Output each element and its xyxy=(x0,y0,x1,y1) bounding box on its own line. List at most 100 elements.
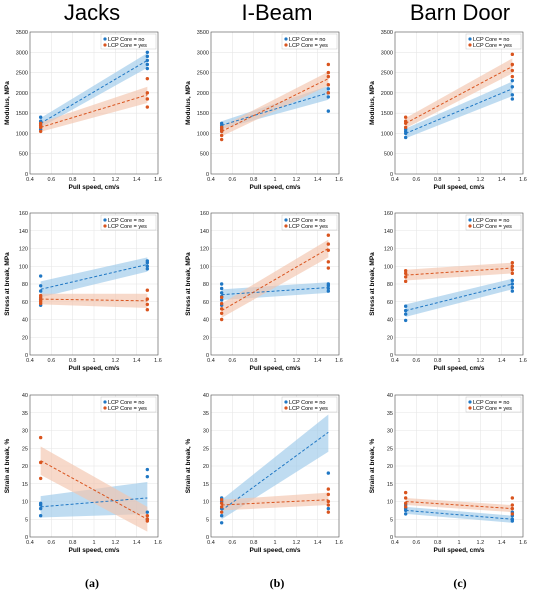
x-tick-label: 1.2 xyxy=(112,540,120,546)
data-point-no xyxy=(510,289,515,293)
data-point-yes xyxy=(510,271,515,276)
data-point-yes xyxy=(326,70,331,75)
legend-entry-no: LCP Core = no xyxy=(108,218,144,224)
x-axis-label: Pull speed, cm/s xyxy=(69,365,120,372)
data-point-no xyxy=(403,308,408,313)
fit-line-no xyxy=(405,283,513,312)
data-point-yes xyxy=(326,91,331,95)
y-tick-label: 20 xyxy=(22,335,28,341)
y-tick-label: 0 xyxy=(206,172,209,178)
data-point-yes xyxy=(510,68,515,73)
fit-line-no xyxy=(40,59,148,124)
legend-marker-no xyxy=(468,400,472,404)
legend-box xyxy=(100,396,157,413)
legend-entry-no: LCP Core = no xyxy=(108,400,144,406)
data-point-no xyxy=(38,284,43,288)
jacks-modulus-chart: 0.4 0.6 0.8 1 1.2 1.4 1.6 0 500 1000 1500 2000 2500 3… xyxy=(4,30,162,191)
x-tick-label: 0.6 xyxy=(229,177,237,183)
y-tick-label: 0 xyxy=(206,353,209,359)
x-axis-label: Pull speed, cm/s xyxy=(250,184,301,191)
data-point-no xyxy=(145,267,150,271)
y-axis-label: Stress at break, MPa xyxy=(185,252,192,316)
data-point-yes xyxy=(403,275,408,279)
x-tick-label: 0.6 xyxy=(229,540,237,546)
data-point-yes xyxy=(510,512,515,516)
legend-entry-no: LCP Core = no xyxy=(289,37,325,43)
y-tick-label: 60 xyxy=(22,300,28,306)
fit-line-yes xyxy=(405,66,513,124)
data-point-yes xyxy=(326,248,331,252)
data-point-no xyxy=(326,109,331,113)
y-tick-label: 140 xyxy=(200,229,209,235)
data-point-no xyxy=(326,95,331,99)
data-point-no xyxy=(326,289,331,293)
y-tick-label: 140 xyxy=(384,229,393,235)
x-tick-label: 0.4 xyxy=(207,358,215,364)
confidence-band-yes xyxy=(405,262,513,281)
data-point-yes xyxy=(510,503,515,507)
x-axis-label: Pull speed, cm/s xyxy=(69,547,120,554)
data-point-yes xyxy=(145,91,150,95)
legend-box xyxy=(465,214,522,231)
barndoor-modulus-chart: 0.4 0.6 0.8 1 1.2 1.4 1.6 0 500 1000 1500 2000 2500 3… xyxy=(369,30,527,191)
legend-marker-no xyxy=(468,37,472,41)
y-tick-label: 5 xyxy=(206,517,209,523)
data-point-no xyxy=(145,50,150,54)
confidence-band-yes xyxy=(405,497,513,513)
legend-entry-yes: LCP Core = yes xyxy=(108,406,147,412)
confidence-band-no xyxy=(40,257,148,298)
data-point-yes xyxy=(38,293,43,298)
legend-entry-no: LCP Core = no xyxy=(108,37,144,43)
data-point-no xyxy=(145,259,150,263)
data-point-yes xyxy=(219,501,224,505)
ibeam-strain-chart: 0.4 0.6 0.8 1 1.2 1.4 1.6 0 5 10 15 20 25 30 35 40 LCP C… xyxy=(185,393,343,554)
plot-frame xyxy=(394,31,524,175)
legend-marker-no xyxy=(468,218,472,222)
y-tick-label: 15 xyxy=(22,482,28,488)
legend-marker-yes xyxy=(103,406,107,410)
legend-marker-yes xyxy=(468,224,472,228)
data-point-yes xyxy=(403,505,408,509)
data-point-yes xyxy=(38,298,43,302)
legend-box xyxy=(465,396,522,413)
x-tick-label: 1 xyxy=(273,358,276,364)
y-tick-label: 60 xyxy=(203,300,209,306)
x-tick-label: 1 xyxy=(457,177,460,183)
x-tick-label: 0.4 xyxy=(391,358,399,364)
y-tick-label: 20 xyxy=(203,335,209,341)
plot-frame xyxy=(210,212,340,356)
confidence-band-yes xyxy=(221,239,329,318)
x-axis-label: Pull speed, cm/s xyxy=(434,547,485,554)
data-point-yes xyxy=(403,119,408,123)
data-point-yes xyxy=(510,261,515,265)
data-point-yes xyxy=(145,302,150,307)
legend-marker-yes xyxy=(103,43,107,47)
data-point-no xyxy=(326,506,331,511)
data-point-yes xyxy=(219,137,224,142)
fit-line-yes xyxy=(40,94,148,128)
data-point-yes xyxy=(145,297,150,301)
fit-line-yes xyxy=(405,501,513,510)
fit-line-no xyxy=(40,263,148,290)
y-tick-label: 15 xyxy=(203,482,209,488)
x-tick-label: 1 xyxy=(457,540,460,546)
panel-label-a: (a) xyxy=(85,576,99,590)
y-tick-label: 3000 xyxy=(16,50,28,56)
fit-line-yes xyxy=(40,460,148,520)
data-point-yes xyxy=(145,308,150,312)
data-point-no xyxy=(219,121,224,125)
legend-entry-yes: LCP Core = yes xyxy=(289,406,328,412)
data-point-no xyxy=(145,58,150,63)
y-axis-label: Stress at break, MPa xyxy=(369,252,376,316)
legend-entry-yes: LCP Core = yes xyxy=(473,43,512,49)
data-point-no xyxy=(510,78,515,83)
x-tick-label: 0.6 xyxy=(229,358,237,364)
x-tick-label: 0.8 xyxy=(69,540,77,546)
y-tick-label: 35 xyxy=(387,411,393,417)
data-point-yes xyxy=(219,505,224,509)
y-tick-label: 0 xyxy=(25,172,28,178)
data-point-yes xyxy=(326,510,331,514)
data-point-yes xyxy=(38,121,43,125)
